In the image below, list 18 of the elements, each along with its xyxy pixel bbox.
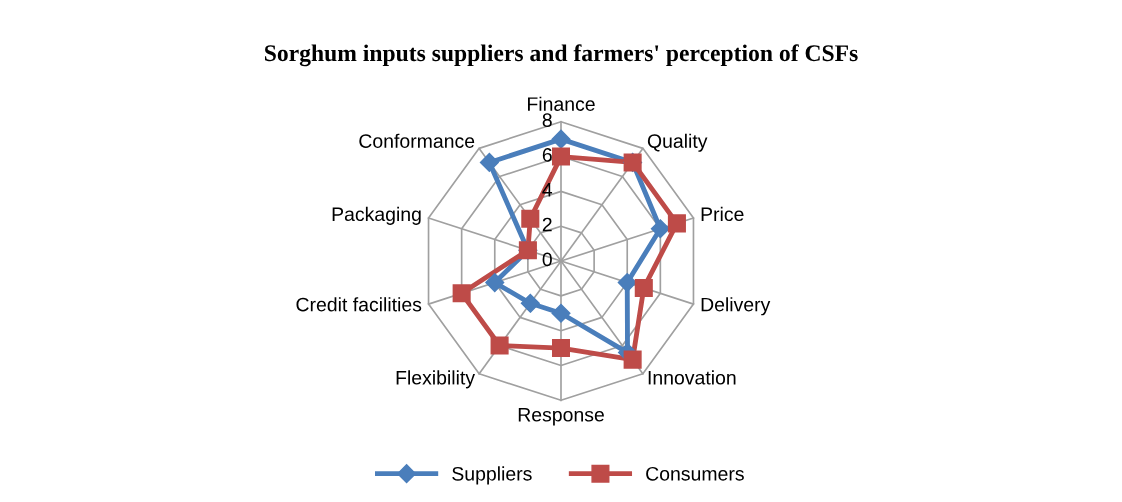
spoke-label: Flexibility: [396, 370, 475, 389]
spoke-label: Delivery: [701, 297, 771, 316]
chart-title: Sorghum inputs suppliers and farmers' perception of CSFs: [265, 44, 858, 67]
spoke-label: Response: [518, 408, 604, 426]
spoke-label: Finance: [528, 96, 595, 111]
y-tick-label: 0: [542, 252, 552, 267]
y-tick-label: 8: [542, 113, 552, 127]
y-tick-label: 6: [542, 148, 552, 162]
spoke-label: Quality: [647, 133, 708, 152]
spoke-label: Packaging: [332, 206, 421, 225]
spoke-label: Price: [701, 206, 744, 222]
legend-label: Consumers: [646, 466, 744, 481]
y-tick-label: 4: [542, 183, 553, 197]
spoke-label: Credit facilities: [296, 297, 422, 312]
spoke-label: Conformance: [359, 133, 475, 148]
legend-label: Suppliers: [452, 466, 532, 485]
y-tick-label: 2: [542, 217, 552, 232]
spoke-label: Innovation: [648, 370, 736, 385]
